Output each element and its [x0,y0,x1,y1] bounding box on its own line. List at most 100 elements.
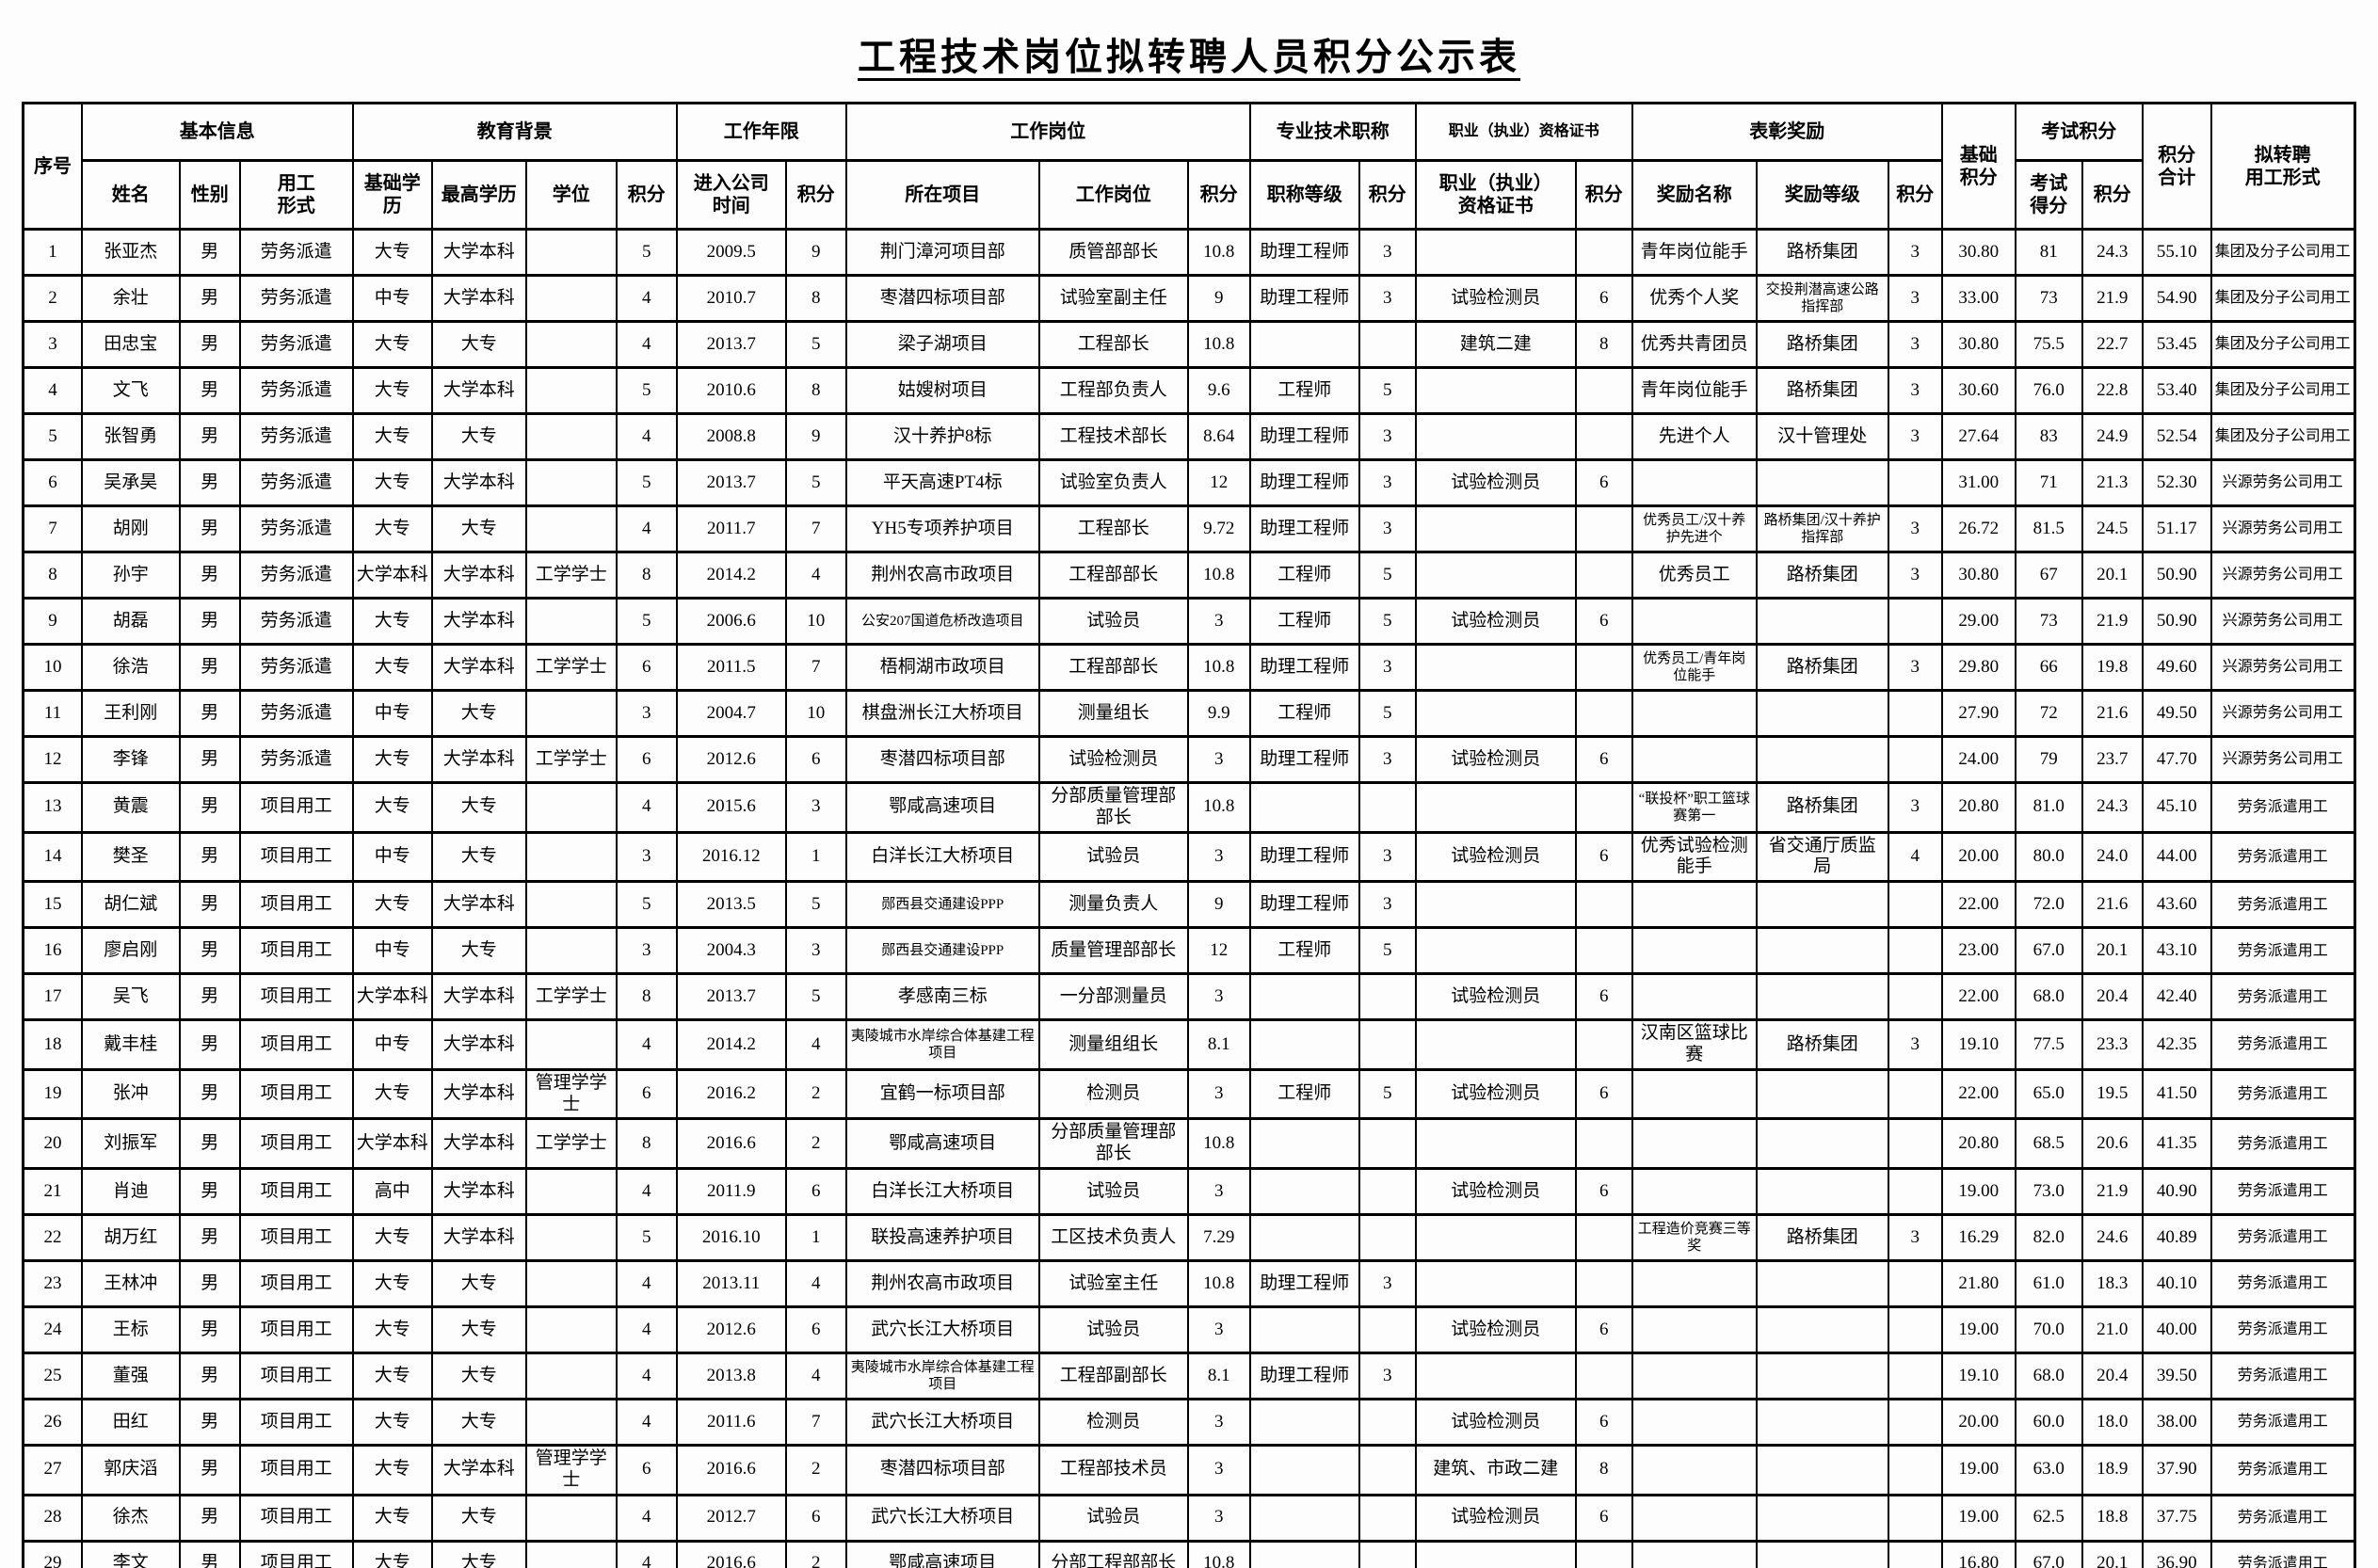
table-cell: 4 [615,1018,678,1071]
table-cell: 3 [615,830,678,884]
table-cell: 3 [1358,274,1417,323]
column-header: 积分 [1887,159,1943,231]
table-cell [1574,643,1633,692]
table-cell: 中专 [351,926,433,976]
table-cell: 3 [1358,1258,1417,1308]
table-cell: 项目用工 [238,1443,354,1496]
table-row: 26 田红男项目用工 大专 大专 4 2011.6 7 武穴长江大桥项目 检测员 3 试验检测员 6 2… [22,1397,2356,1447]
table-cell: 集团及分子公司用工 [2209,366,2356,415]
table-cell: YH5专项养护项目 [844,504,1040,553]
table-cell: 兴源劳务公司用工 [2209,504,2356,553]
table-cell: 2 [784,1117,847,1170]
column-header: 表彰奖励 [1631,102,1943,162]
table-row: 7 胡刚男劳务派遣 大专 大专 4 2011.7 7 YH5专项养护项目 工程部长 9.72 助理工… [22,504,2356,553]
table-cell [1755,1304,1889,1354]
table-cell: 2016.6 [675,1443,787,1496]
table-cell: 男 [178,320,241,369]
table-cell [1414,926,1577,976]
table-cell: 2013.7 [675,458,787,507]
points-table: 序号 基本信息 教育背景 工作年限 工作岗位 专业技术职称 职业（执业）资格证书 表彰奖励 基础… [22,102,2356,1568]
table-cell: 劳务派遣 [238,504,354,553]
table-cell: 70.0 [2014,1304,2083,1354]
table-cell: 大专 [351,643,433,692]
table-cell: 试验检测员 [1414,597,1577,646]
table-row: 6 吴承昊男劳务派遣 大专 大学本科 5 2013.7 5 平天高速PT4标 试验室负责人 12 助… [22,458,2356,507]
table-row: 3 田忠宝男劳务派遣 大专 大专 4 2013.7 5 梁子湖项目 工程部长 10.8 建筑二建 8 优… [22,320,2356,369]
table-cell: 8 [784,274,847,323]
table-cell: 优秀个人奖 [1631,274,1758,323]
table-cell: 一分部测量员 [1037,972,1189,1022]
table-cell: 大学本科 [430,597,527,646]
table-cell: 21.0 [2081,1304,2144,1354]
table-cell: 大专 [430,781,527,834]
table-cell: 2011.9 [675,1166,787,1216]
table-cell: 68.0 [2014,972,2083,1022]
table-cell [1631,1443,1758,1496]
table-cell [1755,880,1889,930]
table-cell: 助理工程师 [1248,643,1360,692]
column-header: 用工 形式 [238,159,354,231]
table-cell: 集团及分子公司用工 [2209,320,2356,369]
table-cell: 助理工程师 [1248,1258,1360,1308]
column-header: 进入公司 时间 [675,159,787,231]
table-cell: 大专 [351,458,433,507]
table-cell [1887,972,1943,1022]
table-cell: 劳务派遣 [238,274,354,323]
table-cell: 4 [615,1539,678,1568]
table-cell: 胡万红 [80,1212,181,1262]
table-cell: 张亚杰 [80,228,181,277]
table-cell: 试验员 [1037,1166,1189,1216]
table-cell: 试验检测员 [1414,1166,1577,1216]
table-cell: 30.80 [1940,228,2016,277]
table-cell: 项目用工 [238,1539,354,1568]
table-cell: 4 [615,781,678,834]
table-cell: 吴飞 [80,972,181,1022]
table-cell: 5 [22,412,83,461]
table-cell: 9 [784,412,847,461]
table-cell: 72.0 [2014,880,2083,930]
table-cell: 14 [22,830,83,884]
table-cell: 3 [1358,504,1417,553]
table-cell: 19.00 [1940,1443,2016,1496]
table-cell: 工程师 [1248,597,1360,646]
table-cell: 劳务派遣 [238,689,354,738]
table-cell: 11 [22,689,83,738]
column-header: 积分 [1358,159,1417,231]
table-cell: 大专 [430,1304,527,1354]
table-cell: 41.50 [2141,1067,2212,1121]
table-cell: 田忠宝 [80,320,181,369]
table-cell: 10.8 [1186,551,1251,600]
table-cell: 67.0 [2014,926,2083,976]
table-cell: 20 [22,1117,83,1170]
table-cell: 8 [615,1117,678,1170]
table-cell [1755,926,1889,976]
table-cell: 大学本科 [430,1166,527,1216]
table-cell: 项目用工 [238,1166,354,1216]
table-cell: 2008.8 [675,412,787,461]
table-cell: 助理工程师 [1248,504,1360,553]
table-cell: 助理工程师 [1248,458,1360,507]
table-cell: 交投荆潜高速公路指挥部 [1755,274,1889,323]
table-cell: 51.17 [2141,504,2212,553]
table-row: 21 肖迪男项目用工 高中 大学本科 4 2011.9 6 白洋长江大桥项目 试验员 3 试验检测员… [22,1166,2356,1216]
table-cell: 2 [22,274,83,323]
table-cell: 2009.5 [675,228,787,277]
column-header: 考试 得分 [2014,159,2083,231]
table-cell: 试验员 [1037,830,1189,884]
table-cell: 12 [22,735,83,784]
table-cell [1248,1212,1360,1262]
table-cell: 6 [1574,458,1633,507]
table-cell [1631,735,1758,784]
table-cell: 大学本科 [430,1117,527,1170]
table-cell: 23.3 [2081,1018,2144,1071]
table-cell: 43.60 [2141,880,2212,930]
table-cell [1358,1212,1417,1262]
table-row: 27 郭庆滔男项目用工 大专 大学本科 管理学学士 6 2016.6 2 枣潜四标项目部 工程部技… [22,1443,2356,1496]
table-cell: 20.4 [2081,1351,2144,1400]
table-cell: 10.8 [1186,1117,1251,1170]
table-cell [1414,1018,1577,1071]
table-cell: 优秀试验检测能手 [1631,830,1758,884]
column-header: 积分 [615,159,678,231]
table-cell: 试验检测员 [1414,1067,1577,1121]
table-cell: 大专 [430,1493,527,1543]
